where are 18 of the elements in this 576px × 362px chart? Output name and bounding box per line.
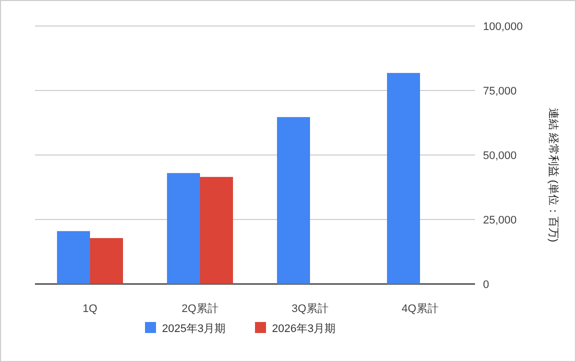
bar (167, 173, 200, 284)
bar (387, 72, 420, 284)
y-tick-label: 75,000 (483, 86, 517, 98)
y-tick-label: 0 (483, 279, 490, 291)
y-tick-label: 50,000 (483, 150, 517, 162)
x-tick-label: 4Q累計 (402, 302, 438, 315)
legend-label: 2026年3月期 (272, 323, 336, 335)
legend-label: 2025年3月期 (162, 323, 226, 335)
x-tick-label: 1Q (82, 303, 98, 315)
bar (90, 238, 123, 284)
x-tick-label: 2Q累計 (182, 302, 218, 315)
x-tick-label: 3Q累計 (292, 302, 328, 315)
bar (200, 176, 233, 284)
bar (57, 231, 90, 284)
y-axis-title: 連結 経常利益 (単位：百万) (547, 108, 560, 242)
bar (277, 117, 310, 284)
y-tick-label: 25,000 (483, 214, 517, 226)
y-tick-label: 100,000 (483, 21, 523, 33)
